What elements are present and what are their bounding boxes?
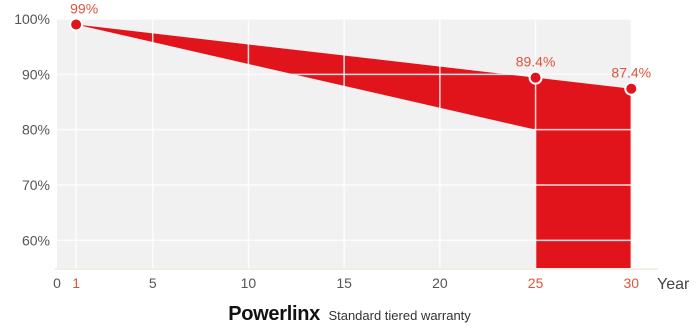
y-tick-label: 60% (22, 232, 50, 248)
x-tick-label: 1 (72, 275, 80, 291)
x-tick-label: 30 (623, 275, 639, 291)
y-tick-label: 70% (22, 177, 50, 193)
x-tick-label: 5 (149, 275, 157, 291)
x-tick-label: 15 (336, 275, 352, 291)
x-axis-label: Year (657, 276, 690, 293)
y-tick-label: 100% (14, 11, 50, 27)
data-point (528, 70, 543, 85)
brand-name: Powerlinx (228, 303, 320, 325)
chart-caption: Powerlinx Standard tiered warranty (0, 303, 699, 326)
data-label: 99% (70, 1, 98, 17)
warranty-area (76, 24, 632, 269)
data-label: 89.4% (516, 54, 556, 70)
data-point (69, 17, 84, 32)
x-tick-label: 20 (432, 275, 448, 291)
data-label: 87.4% (611, 65, 651, 81)
x-tick-label: 10 (241, 275, 257, 291)
y-tick-label: 80% (22, 122, 50, 138)
x-tick-label: 0 (53, 275, 61, 291)
caption-subtitle: Standard tiered warranty (328, 308, 471, 323)
data-point (624, 81, 639, 96)
y-tick-label: 90% (22, 66, 50, 82)
x-tick-label: 25 (528, 275, 544, 291)
